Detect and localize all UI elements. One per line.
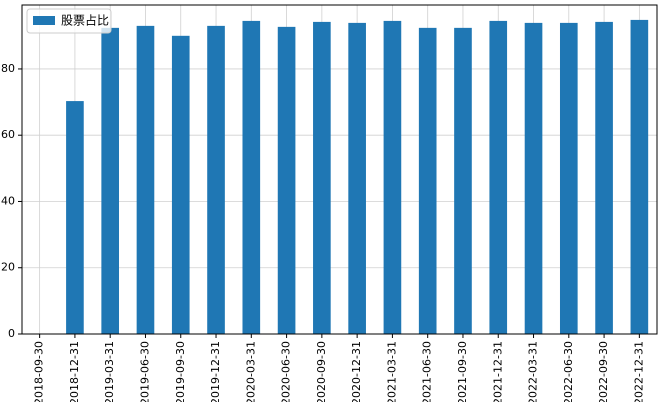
bar [313, 21, 331, 335]
bar [595, 21, 613, 335]
y-tick-label: 40 [1, 194, 15, 207]
bar [489, 20, 508, 335]
x-tick-label: 2021-03-31 [385, 341, 398, 402]
x-tick-label: 2020-09-30 [315, 341, 328, 402]
y-tick-label: 20 [1, 261, 15, 274]
x-tick-label: 2019-06-30 [138, 341, 151, 402]
y-tick-label: 80 [1, 62, 15, 75]
bar [630, 19, 649, 335]
x-tick-label: 2022-09-30 [597, 341, 610, 402]
bar [454, 27, 472, 335]
x-tick-label: 2019-12-31 [209, 341, 222, 402]
y-tick-label: 0 [8, 327, 15, 340]
bar [559, 22, 578, 335]
legend-swatch [33, 16, 55, 25]
legend-label: 股票占比 [61, 13, 109, 28]
bar [136, 25, 155, 335]
x-tick-label: 2021-12-31 [491, 341, 504, 402]
bar [348, 22, 366, 335]
x-tick-label: 2022-12-31 [632, 341, 645, 402]
x-tick-label: 2022-06-30 [562, 341, 575, 402]
x-tick-label: 2020-03-31 [244, 341, 257, 402]
x-tick-label: 2018-12-31 [68, 341, 81, 402]
x-tick-label: 2022-03-31 [527, 341, 540, 402]
x-tick-label: 2020-12-31 [350, 341, 363, 402]
bar [207, 25, 225, 335]
x-tick-label: 2020-06-30 [280, 341, 293, 402]
legend-box [26, 8, 112, 34]
y-tick-label: 60 [1, 128, 15, 141]
bar [101, 27, 120, 335]
x-tick-label: 2021-09-30 [456, 341, 469, 402]
bar [383, 20, 402, 335]
bar [524, 22, 543, 335]
x-tick-label: 2019-09-30 [174, 341, 187, 402]
bar [418, 27, 437, 335]
x-tick-label: 2021-06-30 [421, 341, 434, 402]
bar [242, 20, 261, 335]
x-tick-label: 2018-09-30 [33, 341, 46, 402]
bar [171, 35, 190, 335]
plot-frame [21, 4, 658, 335]
x-tick-label: 2019-03-31 [103, 341, 116, 402]
bar [66, 101, 84, 334]
bar [277, 26, 296, 335]
